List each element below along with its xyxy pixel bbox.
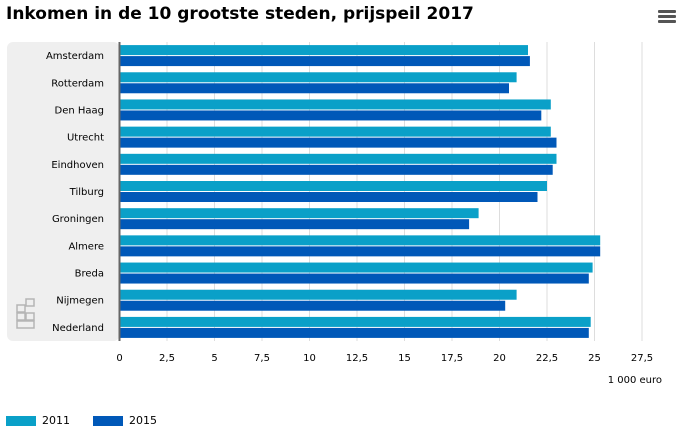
bar-2011[interactable]	[119, 235, 601, 246]
bar-2011[interactable]	[119, 72, 517, 83]
menu-line	[658, 15, 676, 18]
category-label: Amsterdam	[46, 51, 104, 62]
bar-2015[interactable]	[119, 300, 506, 311]
logo-shape	[25, 298, 35, 307]
logo-shape	[16, 320, 35, 329]
bar-2015[interactable]	[119, 83, 510, 94]
x-tick-label: 15	[398, 353, 411, 364]
category-label: Utrecht	[67, 133, 104, 144]
bar-2011[interactable]	[119, 45, 529, 56]
x-tick-label: 22,5	[536, 353, 558, 364]
legend-swatch	[93, 416, 123, 426]
bar-2015[interactable]	[119, 192, 538, 202]
bar-2011[interactable]	[119, 289, 517, 300]
category-label: Den Haag	[55, 105, 105, 116]
chart-title: Inkomen in de 10 grootste steden, prijsp…	[6, 4, 474, 24]
x-tick-label: 0	[116, 353, 122, 364]
category-label: Rotterdam	[51, 78, 104, 89]
category-label: Tilburg	[69, 187, 104, 198]
bar-2011[interactable]	[119, 153, 557, 164]
menu-line	[658, 10, 676, 13]
x-axis-label: 1 000 euro	[608, 375, 662, 386]
bar-2011[interactable]	[119, 262, 593, 273]
logo-shape	[16, 312, 26, 321]
bar-2015[interactable]	[119, 273, 589, 284]
category-label: Breda	[75, 269, 104, 280]
legend-label: 2015	[129, 414, 157, 427]
logo-shape	[25, 312, 35, 321]
menu-line	[658, 20, 676, 23]
x-tick-label: 12,5	[346, 353, 368, 364]
bar-2015[interactable]	[119, 164, 553, 175]
x-tick-label: 10	[303, 353, 316, 364]
legend-label: 2011	[42, 414, 70, 427]
legend-swatch	[6, 416, 36, 426]
bar-2011[interactable]	[119, 208, 479, 219]
bar-2015[interactable]	[119, 56, 530, 67]
cbs-logo-icon	[16, 298, 35, 329]
bar-2015[interactable]	[119, 137, 557, 148]
x-tick-label: 5	[211, 353, 217, 364]
bar-2011[interactable]	[119, 99, 551, 110]
x-tick-label: 2,5	[159, 353, 175, 364]
x-tick-label: 20	[493, 353, 506, 364]
category-label: Nijmegen	[56, 296, 104, 307]
bar-chart: 0 2,5 5 7,5 10 12,5 15 17,5 20 22,5 25 27,5 Amsterda…	[7, 42, 662, 386]
bar-2011[interactable]	[119, 126, 551, 137]
category-label: Eindhoven	[51, 160, 104, 171]
x-tick-label: 17,5	[441, 353, 463, 364]
bar-2015[interactable]	[119, 327, 589, 338]
x-tick-label: 7,5	[254, 353, 270, 364]
category-label: Groningen	[52, 214, 104, 225]
category-label: Nederland	[52, 323, 104, 334]
bar-2011[interactable]	[119, 181, 548, 191]
x-tick-label: 25	[588, 353, 601, 364]
bar-2015[interactable]	[119, 110, 542, 121]
bar-2015[interactable]	[119, 219, 470, 230]
logo-shape	[16, 304, 26, 313]
bar-2011[interactable]	[119, 316, 591, 327]
x-tick-label: 27,5	[631, 353, 653, 364]
category-label: Almere	[68, 241, 104, 252]
hamburger-menu-icon[interactable]	[658, 10, 676, 24]
bar-2015[interactable]	[119, 246, 601, 257]
category-panel	[7, 42, 120, 341]
